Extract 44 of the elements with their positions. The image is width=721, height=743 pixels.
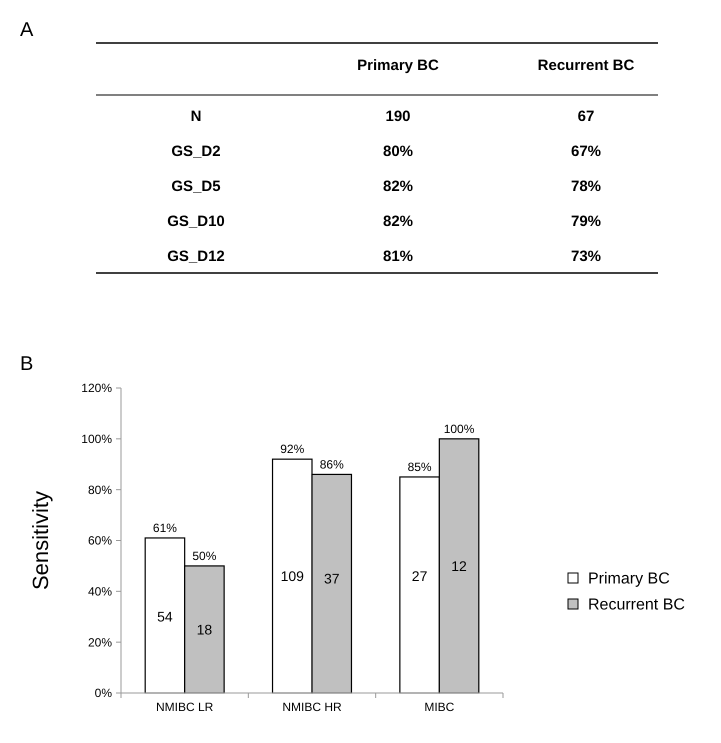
data-label: 82% [382, 213, 414, 230]
data-label: 92% [280, 442, 305, 456]
annotation: 27 [412, 568, 428, 584]
y-tick-label: 20% [88, 635, 112, 650]
annotation: 37 [324, 570, 340, 587]
x-tick-label: MIBC [424, 700, 455, 714]
data-label: 67% [570, 143, 602, 160]
chart-title: B [20, 353, 34, 375]
annotation: 54 [157, 608, 173, 625]
y-tick-label: 0% [94, 686, 112, 700]
category-label: GS_D12 [167, 248, 225, 265]
legend-label: Primary BC [588, 570, 670, 588]
annotation: 109 [280, 568, 304, 584]
category-label: GS_D2 [171, 143, 221, 160]
y-tick-label: 60% [88, 534, 112, 548]
text: Recurrent BC [538, 57, 635, 74]
category-label: GS_D10 [167, 213, 225, 230]
data-label: 61% [152, 520, 178, 535]
data-label: 190 [385, 108, 411, 125]
category-label: N [190, 108, 202, 125]
data-label: 80% [382, 143, 414, 160]
annotation: 18 [196, 621, 212, 638]
y-tick-label: 80% [88, 482, 112, 497]
data-label: 79% [570, 213, 602, 230]
y-axis-title: Sensitivity [28, 490, 53, 590]
y-tick-label: 100% [81, 432, 112, 446]
text: Primary BC [357, 57, 440, 74]
data-label: 78% [570, 178, 602, 195]
text: A [20, 19, 34, 41]
data-label: 73% [570, 248, 602, 265]
category-label: GS_D5 [171, 178, 221, 195]
data-label: 81% [382, 248, 414, 265]
data-label: 82% [382, 178, 414, 195]
data-label: 100% [444, 422, 475, 436]
y-tick-label: 40% [88, 584, 112, 599]
data-label: 50% [192, 548, 217, 563]
x-tick-label: NMIBC LR [156, 700, 214, 714]
y-tick-label: 120% [81, 381, 112, 396]
data-label: 86% [320, 457, 344, 472]
x-tick-label: NMIBC HR [282, 700, 342, 714]
data-label: 85% [408, 460, 432, 474]
data-label: 67 [578, 108, 594, 125]
annotation: 12 [451, 558, 468, 574]
legend-label: Recurrent BC [588, 596, 685, 614]
